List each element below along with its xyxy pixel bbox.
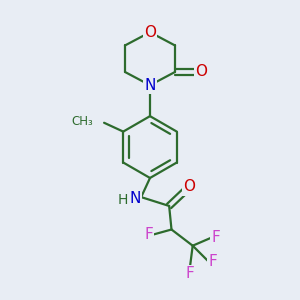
Text: O: O [144,25,156,40]
Text: CH₃: CH₃ [71,115,93,128]
Text: F: F [211,230,220,245]
Text: O: O [183,179,195,194]
Text: F: F [185,266,194,281]
Text: O: O [195,64,207,80]
Text: F: F [144,227,153,242]
Text: N: N [129,191,140,206]
Text: H: H [118,193,128,207]
Text: F: F [208,254,217,269]
Text: N: N [144,78,156,93]
